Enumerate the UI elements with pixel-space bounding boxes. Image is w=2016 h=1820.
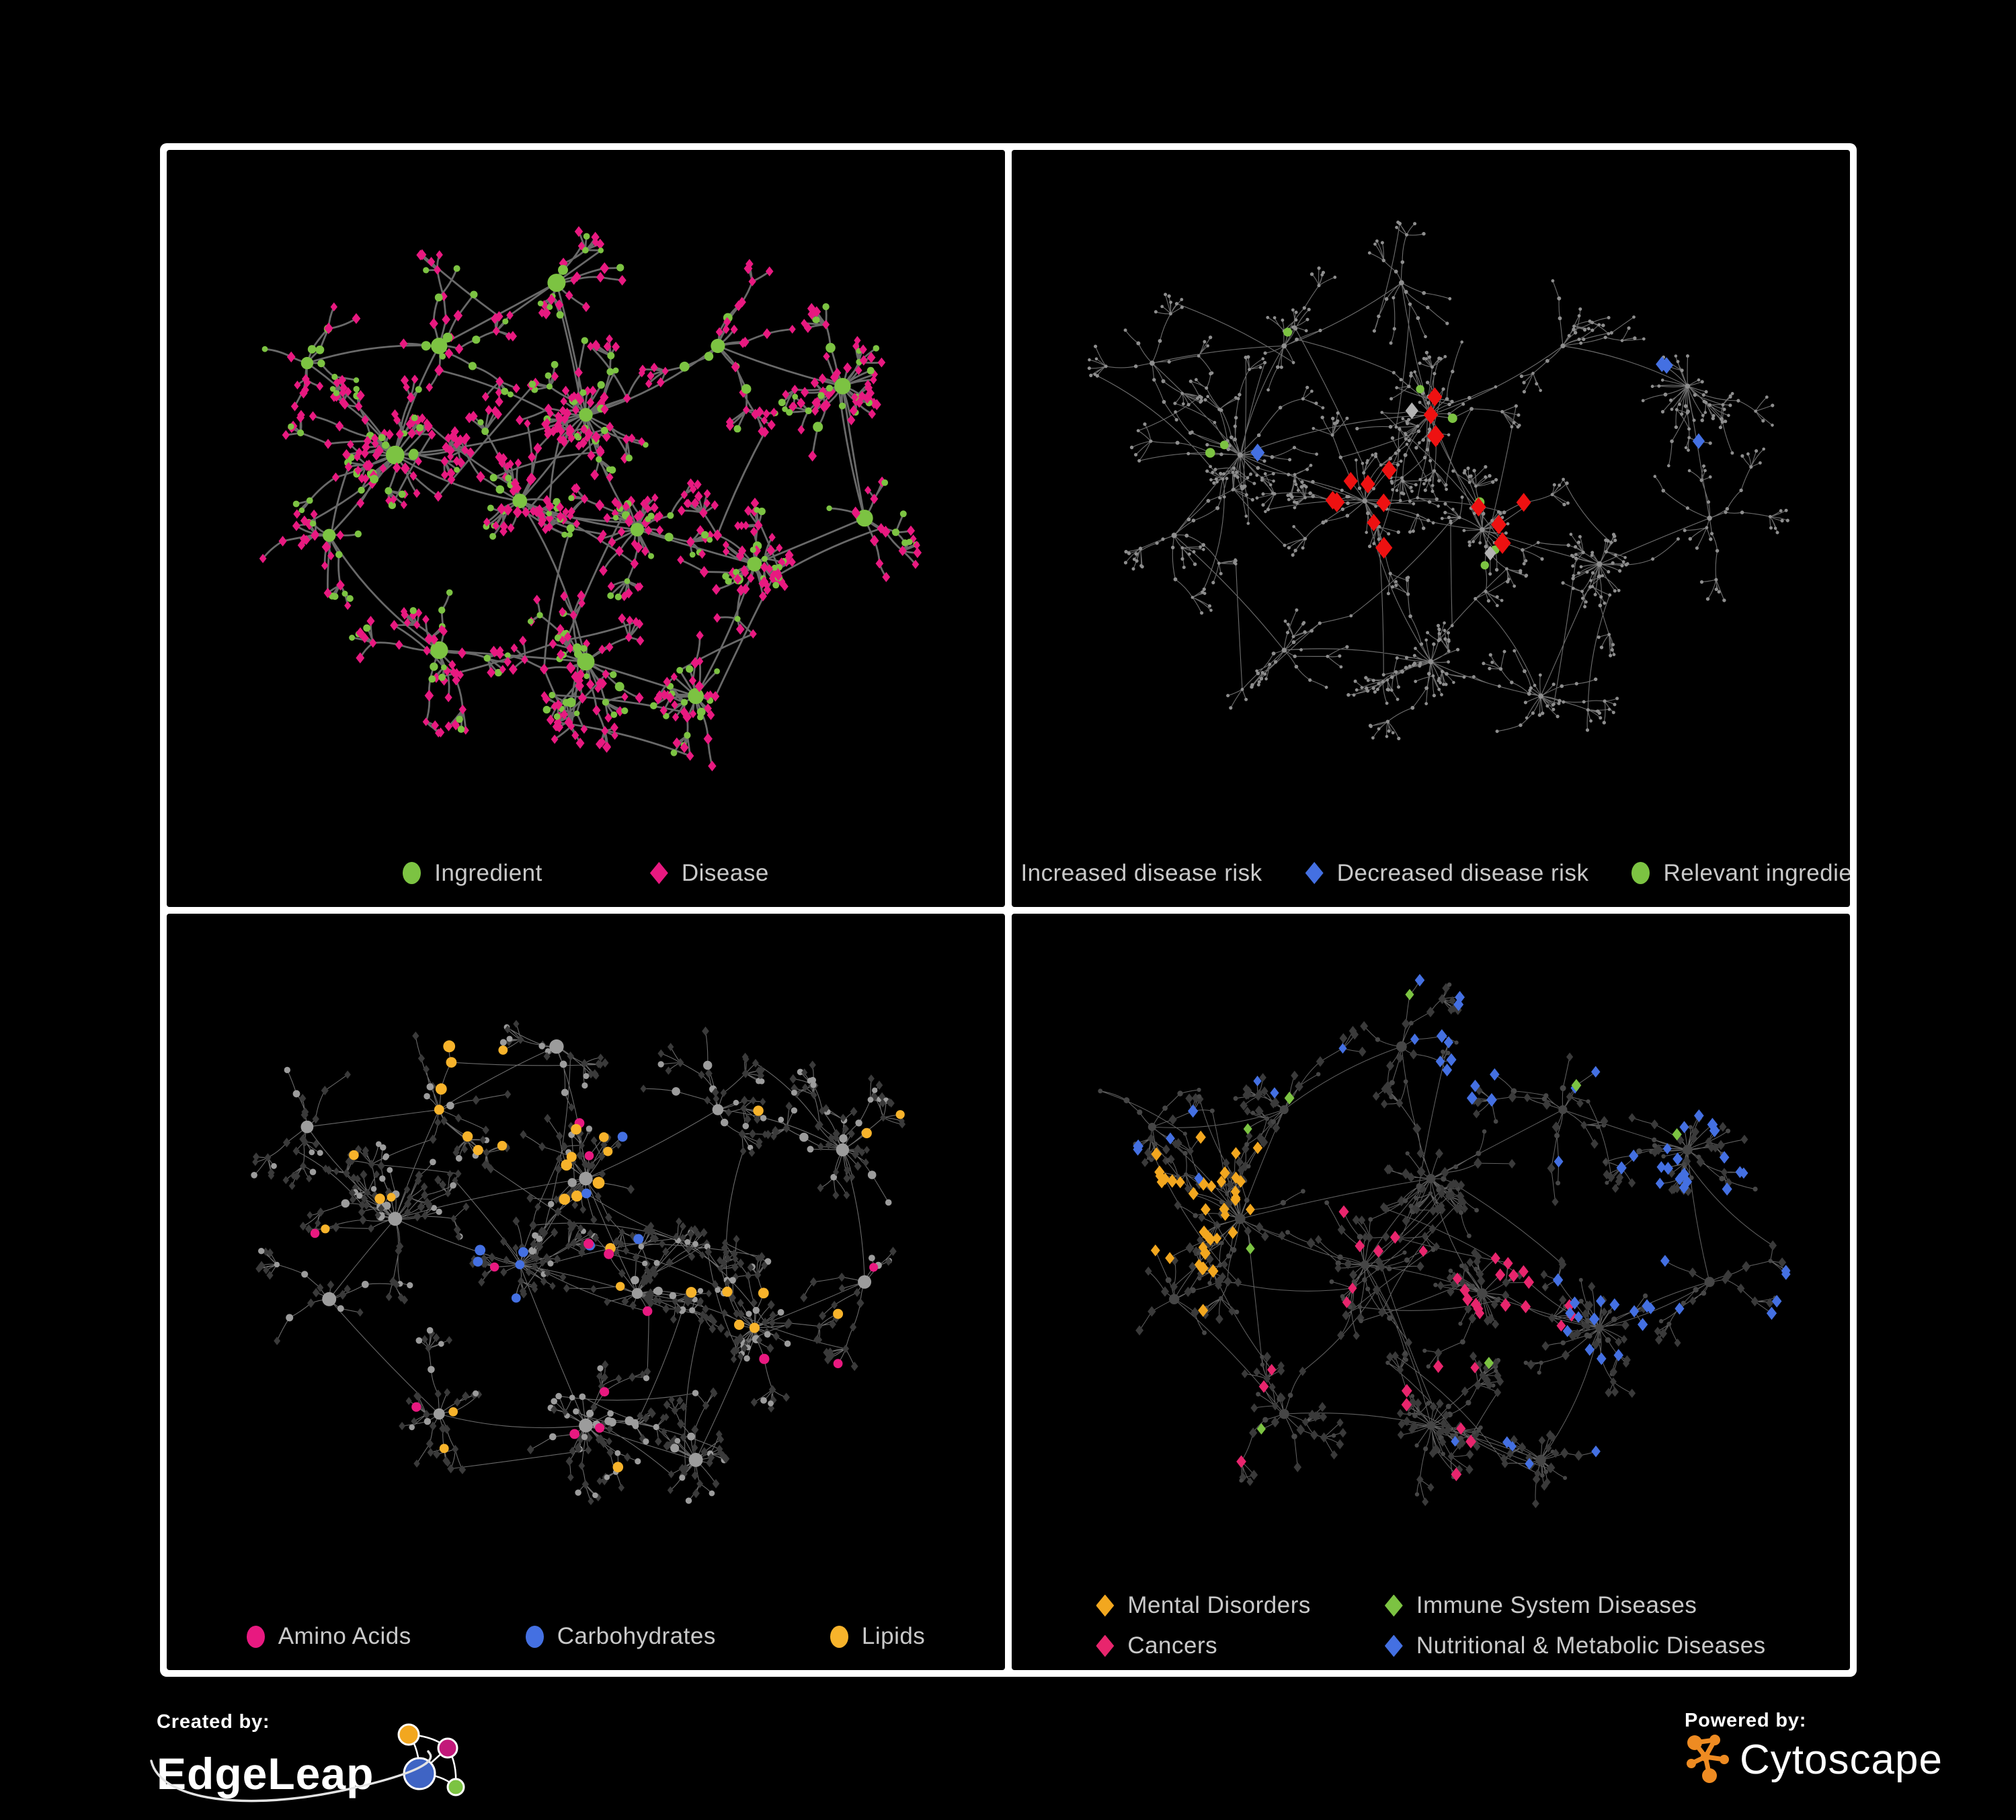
legend-diamond-marker (1384, 1594, 1403, 1617)
legend-circle-marker (1631, 862, 1650, 884)
legend-label: Nutritional & Metabolic Diseases (1416, 1632, 1766, 1659)
legend-label: Decreased disease risk (1336, 859, 1589, 886)
legend-label: Amino Acids (278, 1623, 411, 1649)
legend-label: Ingredient (434, 859, 542, 886)
legend-item: Decreased disease risk (1305, 860, 1589, 887)
legend-label: Disease (681, 859, 769, 886)
network-compound-classes (251, 1019, 906, 1505)
panel-disease-classes: Mental Disorders Immune System Diseases Ca… (1012, 913, 1850, 1670)
legend-item: Relevant ingredient (1631, 860, 1850, 887)
legend-item: Immune System Diseases (1384, 1592, 1697, 1619)
network-ingredient-disease (259, 226, 922, 772)
edgeleap-wordmark: EdgeLeap (157, 1749, 374, 1798)
panel-grid: Ingredient Disease Increased disease risk… (160, 143, 1857, 1677)
legend-item: Carbohydrates (525, 1623, 716, 1650)
legend-item: Disease (649, 859, 769, 887)
cytoscape-wordmark: Cytoscape (1740, 1737, 1943, 1783)
legend-diamond-marker (1096, 1594, 1115, 1617)
edgeleap-logo-icon (397, 1723, 465, 1796)
powered-by-label: Powered by: (1685, 1710, 1807, 1731)
legend-disease-classes: Mental Disorders Immune System Diseases Ca… (1096, 1592, 1765, 1659)
legend-circle-marker (403, 862, 421, 884)
powered-by-block: Powered by: Cytoscape (1685, 1710, 1943, 1787)
legend-label: Immune System Diseases (1416, 1592, 1697, 1618)
legend-label: Mental Disorders (1127, 1592, 1311, 1618)
legend-diamond-marker (649, 862, 668, 884)
legend-item: Mental Disorders (1096, 1592, 1311, 1619)
legend-ingredient-disease: Ingredient Disease (167, 860, 1005, 887)
legend-item: Ingredient (403, 860, 542, 887)
legend-circle-marker (525, 1625, 544, 1648)
legend-diamond-marker (1305, 862, 1324, 884)
legend-disease-risk: Increased disease risk Decreased disease … (1012, 860, 1850, 887)
legend-item: Increased disease risk (1012, 860, 1262, 887)
legend-diamond-marker (1384, 1634, 1403, 1657)
legend-label: Relevant ingredient (1663, 859, 1850, 886)
network-disease-risk (1087, 221, 1789, 740)
panel-compound-classes: Amino Acids Carbohydrates Lipids (167, 913, 1005, 1670)
legend-circle-marker (246, 1625, 265, 1648)
legend-item: Cancers (1096, 1632, 1217, 1659)
panel-ingredient-disease: Ingredient Disease (167, 150, 1005, 907)
legend-diamond-marker (1096, 1634, 1115, 1657)
legend-item: Nutritional & Metabolic Diseases (1384, 1632, 1766, 1659)
created-by-block: Created by: EdgeLeap (150, 1711, 477, 1813)
cytoscape-logo-icon (1687, 1735, 1729, 1783)
legend-compound-classes: Amino Acids Carbohydrates Lipids (167, 1623, 1005, 1650)
legend-label: Increased disease risk (1020, 859, 1262, 886)
created-by-label: Created by: (157, 1711, 270, 1733)
legend-item: Lipids (830, 1623, 925, 1650)
network-disease-classes (1098, 974, 1791, 1508)
panel-disease-risk: Increased disease risk Decreased disease … (1012, 150, 1850, 907)
legend-label: Cancers (1127, 1632, 1218, 1659)
legend-label: Carbohydrates (557, 1623, 716, 1649)
legend-item: Amino Acids (246, 1623, 411, 1650)
legend-label: Lipids (861, 1623, 926, 1649)
legend-circle-marker (830, 1625, 848, 1648)
